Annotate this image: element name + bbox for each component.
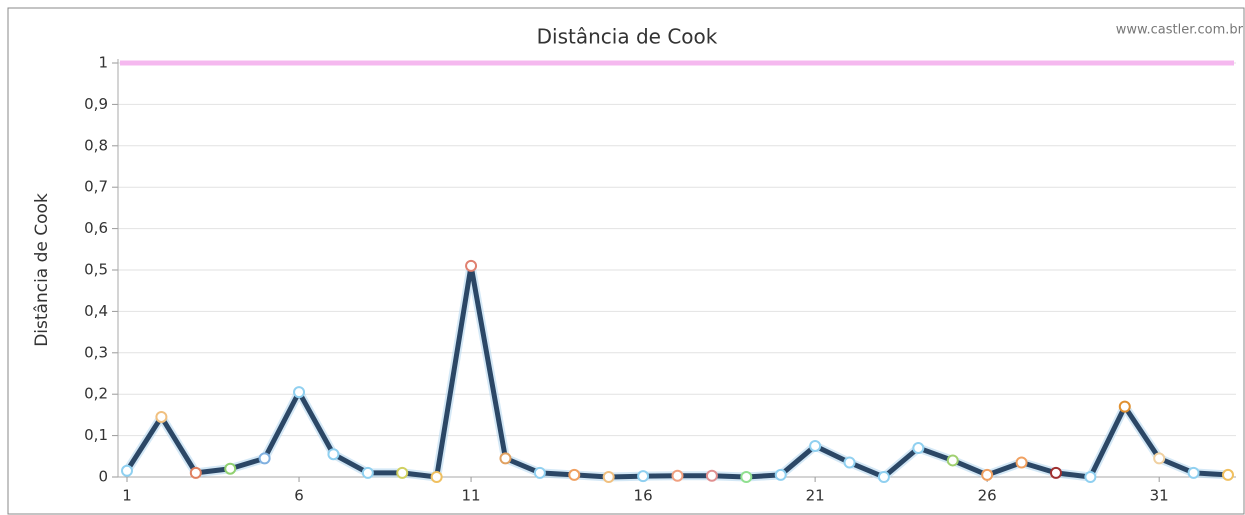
point (499, 452, 512, 465)
y-tick-label: 0,6 (84, 219, 108, 237)
point (602, 471, 615, 483)
point (1049, 466, 1062, 479)
y-axis-label: Distância de Cook (32, 193, 52, 347)
point (946, 454, 959, 467)
point (1153, 452, 1166, 465)
point (465, 259, 478, 272)
x-tick-label: 26 (978, 487, 997, 505)
x-tick-label: 21 (806, 487, 825, 505)
chart-title: Distância de Cook (537, 25, 718, 49)
point (981, 468, 994, 481)
y-tick-label: 0,9 (84, 95, 108, 113)
point (877, 471, 890, 483)
frame (7, 7, 1245, 515)
point (224, 462, 237, 475)
y-tick-label: 0,3 (84, 343, 108, 361)
point (637, 470, 650, 483)
point (671, 469, 684, 482)
point (809, 439, 822, 452)
watermark: www.castler.com.br (1116, 23, 1244, 38)
point (293, 386, 306, 399)
point (533, 466, 546, 479)
y-tick-label: 0,4 (84, 302, 108, 320)
point (155, 410, 168, 423)
y-tick-label: 0,7 (84, 178, 108, 196)
point (258, 452, 271, 465)
point (430, 471, 443, 483)
point (568, 468, 581, 481)
y-tick-label: 0 (98, 468, 108, 486)
x-tick-label: 11 (462, 487, 481, 505)
point (740, 471, 753, 483)
y-tick-label: 0,5 (84, 261, 108, 279)
point (327, 448, 340, 461)
y-tick-label: 0,1 (84, 426, 108, 444)
point (912, 442, 925, 455)
point (705, 469, 718, 482)
x-tick-label: 1 (122, 487, 132, 505)
point (1015, 456, 1028, 469)
point (121, 464, 133, 477)
x-tick-label: 6 (294, 487, 304, 505)
x-tick-label: 31 (1150, 487, 1169, 505)
point (189, 466, 202, 479)
point (396, 466, 409, 479)
point (1187, 466, 1200, 479)
y-tick-label: 0,2 (84, 385, 108, 403)
y-tick-label: 1 (98, 54, 108, 72)
point (1222, 468, 1234, 481)
point (1084, 471, 1097, 483)
x-tick-label: 16 (634, 487, 653, 505)
point (1118, 400, 1131, 413)
point (843, 456, 856, 469)
point (361, 466, 374, 479)
point (774, 468, 787, 481)
y-tick-label: 0,8 (84, 136, 108, 154)
